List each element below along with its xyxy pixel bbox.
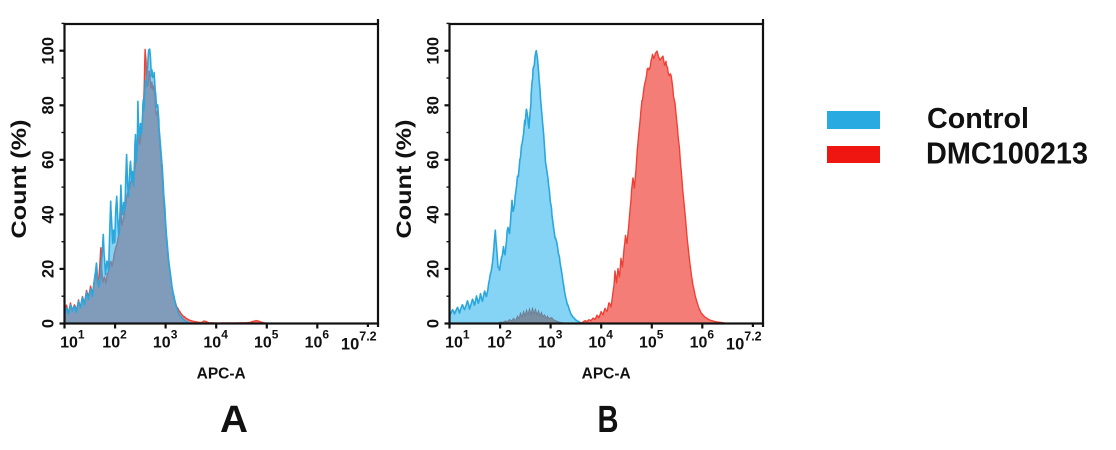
svg-text:60: 60 bbox=[40, 151, 58, 169]
svg-text:B: B bbox=[598, 399, 619, 441]
svg-text:APC-A: APC-A bbox=[582, 366, 631, 383]
svg-text:20: 20 bbox=[425, 260, 443, 278]
svg-text:0: 0 bbox=[40, 319, 58, 328]
svg-text:100: 100 bbox=[40, 37, 58, 65]
svg-text:DMC100213: DMC100213 bbox=[926, 135, 1088, 170]
svg-text:40: 40 bbox=[425, 205, 443, 223]
svg-text:80: 80 bbox=[425, 96, 443, 114]
svg-text:80: 80 bbox=[40, 96, 58, 114]
svg-text:Control: Control bbox=[927, 103, 1029, 135]
svg-text:APC-A: APC-A bbox=[197, 366, 246, 383]
svg-text:100: 100 bbox=[425, 37, 443, 65]
svg-text:Count (%): Count (%) bbox=[393, 120, 416, 239]
svg-text:Count (%): Count (%) bbox=[8, 120, 31, 239]
svg-text:20: 20 bbox=[40, 260, 58, 278]
svg-text:0: 0 bbox=[425, 319, 443, 328]
svg-text:A: A bbox=[220, 399, 248, 441]
svg-text:40: 40 bbox=[40, 205, 58, 223]
svg-text:60: 60 bbox=[425, 151, 443, 169]
